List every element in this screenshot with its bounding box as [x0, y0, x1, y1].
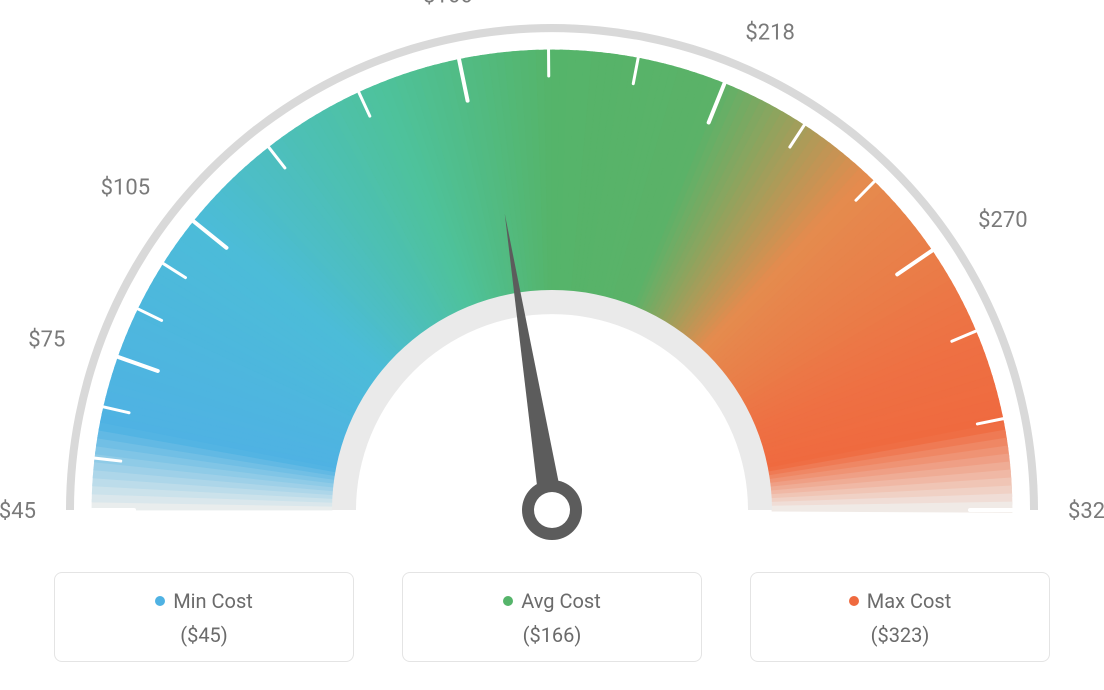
legend-value-max: ($323): [761, 623, 1039, 647]
legend-value-avg: ($166): [413, 623, 691, 647]
gauge-arc: [92, 50, 1012, 512]
legend-card-min: Min Cost ($45): [54, 572, 354, 662]
tick-label: $323: [1068, 499, 1104, 524]
legend-dot-max: [849, 596, 859, 606]
legend-title-avg: Avg Cost: [503, 589, 601, 613]
tick-label: $218: [745, 21, 794, 46]
legend-label-max: Max Cost: [867, 589, 952, 613]
legend-title-max: Max Cost: [849, 589, 952, 613]
tick-label: $45: [0, 499, 36, 524]
legend: Min Cost ($45) Avg Cost ($166) Max Cost …: [0, 572, 1104, 662]
tick-label: $166: [423, 0, 472, 9]
legend-card-max: Max Cost ($323): [750, 572, 1050, 662]
legend-value-min: ($45): [65, 623, 343, 647]
tick-label: $75: [28, 327, 65, 352]
legend-dot-min: [155, 596, 165, 606]
legend-label-avg: Avg Cost: [521, 589, 601, 613]
legend-label-min: Min Cost: [173, 589, 253, 613]
legend-dot-avg: [503, 596, 513, 606]
legend-card-avg: Avg Cost ($166): [402, 572, 702, 662]
gauge-chart: $45 $75 $105 $166 $218 $270 $323: [0, 0, 1104, 560]
tick-label: $105: [101, 175, 150, 200]
gauge-svg: $45 $75 $105 $166 $218 $270 $323: [0, 0, 1104, 560]
legend-title-min: Min Cost: [155, 589, 253, 613]
gauge-hub-inner: [534, 492, 570, 528]
tick-label: $270: [978, 208, 1027, 233]
